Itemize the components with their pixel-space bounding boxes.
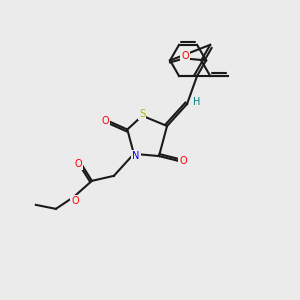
Text: O: O	[181, 51, 189, 62]
Text: N: N	[132, 151, 140, 161]
Text: O: O	[179, 156, 187, 166]
Text: S: S	[139, 109, 146, 119]
Text: H: H	[194, 97, 201, 107]
Text: O: O	[71, 196, 79, 206]
Text: O: O	[101, 116, 109, 127]
Text: O: O	[74, 159, 82, 169]
